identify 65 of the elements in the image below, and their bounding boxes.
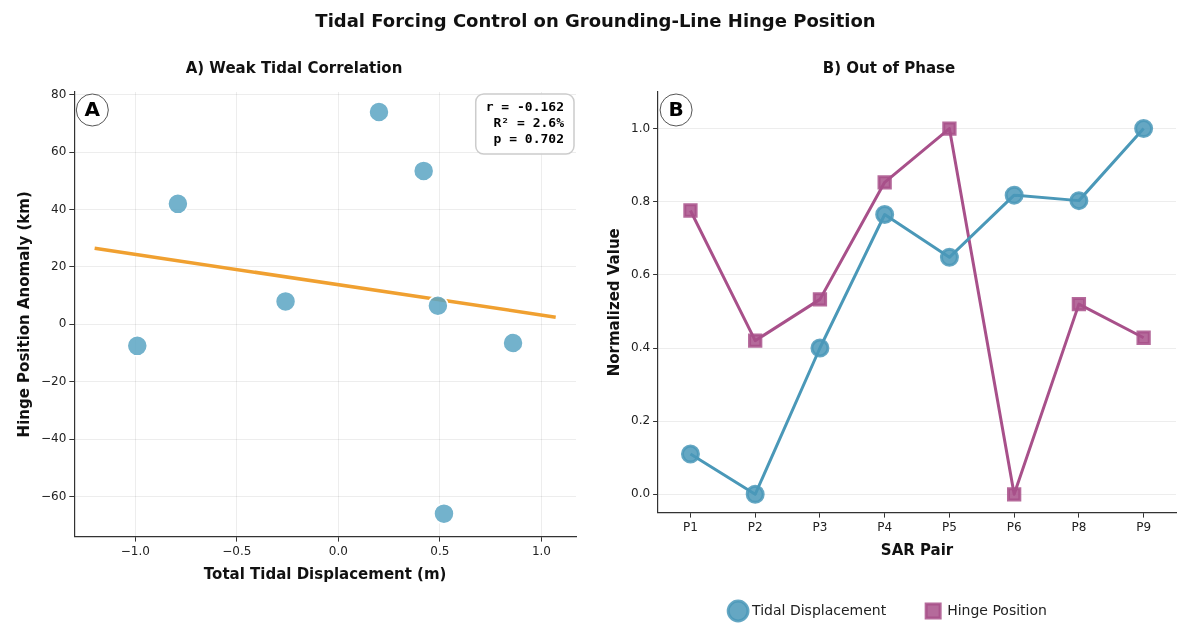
y-tick-label: 1.0 xyxy=(630,120,651,135)
chart-title: A) Weak Tidal Correlation xyxy=(185,58,403,77)
y-tick-label: 60 xyxy=(51,144,67,159)
legend-label: Tidal Displacement xyxy=(751,601,887,618)
y-tick-label: 40 xyxy=(51,201,67,216)
x-tick-label: P4 xyxy=(877,519,893,534)
annotation: r = -0.162 xyxy=(485,98,564,114)
x-tick-label: −0.5 xyxy=(222,543,252,558)
annotation: B xyxy=(668,97,684,122)
y-tick-label: 20 xyxy=(51,259,67,274)
y-tick-label: 0.0 xyxy=(630,486,651,501)
x-tick-label: P6 xyxy=(1006,519,1022,534)
x-axis-title: SAR Pair xyxy=(880,540,954,559)
annotation: A xyxy=(84,97,101,122)
point xyxy=(1004,185,1024,205)
annotation: R² = 2.6% xyxy=(493,114,565,130)
text: Tidal Forcing Control on Grounding-Line Hinge Position xyxy=(314,10,877,31)
x-tick-label: P3 xyxy=(812,519,828,534)
x-axis-title: Total Tidal Displacement (m) xyxy=(203,564,447,583)
y-tick-label: 0.8 xyxy=(630,193,651,208)
x-tick-label: P5 xyxy=(941,519,957,534)
point xyxy=(745,484,765,504)
y-tick-label: 0.4 xyxy=(630,340,651,355)
legend-label: Hinge Position xyxy=(947,601,1047,618)
y-tick-label: −40 xyxy=(41,431,67,446)
y-tick-label: −20 xyxy=(41,373,67,388)
y-axis-title: Hinge Position Anomaly (km) xyxy=(14,191,33,438)
point xyxy=(812,292,828,307)
point xyxy=(680,444,700,464)
y-tick-label: 0.6 xyxy=(630,266,651,281)
annotation: p = 0.702 xyxy=(493,130,564,146)
y-tick-label: −60 xyxy=(41,488,67,503)
point xyxy=(1006,487,1022,502)
x-tick-label: 1.0 xyxy=(531,543,552,558)
point xyxy=(126,335,149,357)
point xyxy=(1136,330,1151,345)
x-tick-label: 0.0 xyxy=(328,543,348,558)
x-tick-label: P8 xyxy=(1071,519,1087,534)
y-tick-label: 0.2 xyxy=(630,413,651,428)
x-tick-label: −1.0 xyxy=(120,543,150,558)
y-tick-label: 80 xyxy=(51,86,67,101)
point xyxy=(1134,119,1154,139)
x-tick-label: P9 xyxy=(1136,519,1152,534)
y-tick-label: 0 xyxy=(58,316,67,331)
point xyxy=(368,101,390,123)
point xyxy=(167,193,189,215)
point xyxy=(810,338,830,358)
point xyxy=(939,247,959,267)
point xyxy=(683,203,698,218)
point xyxy=(748,333,763,348)
x-tick-label: P1 xyxy=(683,519,698,534)
x-tick-label: P2 xyxy=(747,519,763,534)
point xyxy=(942,121,957,136)
point xyxy=(502,332,524,354)
point xyxy=(412,160,435,182)
point xyxy=(877,175,892,190)
point xyxy=(274,290,297,313)
point xyxy=(1069,191,1089,211)
point xyxy=(427,294,449,317)
point xyxy=(433,502,455,525)
chart-title: B) Out of Phase xyxy=(822,58,956,77)
y-axis-title: Normalized Value xyxy=(604,228,623,377)
point xyxy=(875,205,895,225)
x-tick-label: 0.5 xyxy=(430,543,450,558)
point xyxy=(1071,296,1087,312)
